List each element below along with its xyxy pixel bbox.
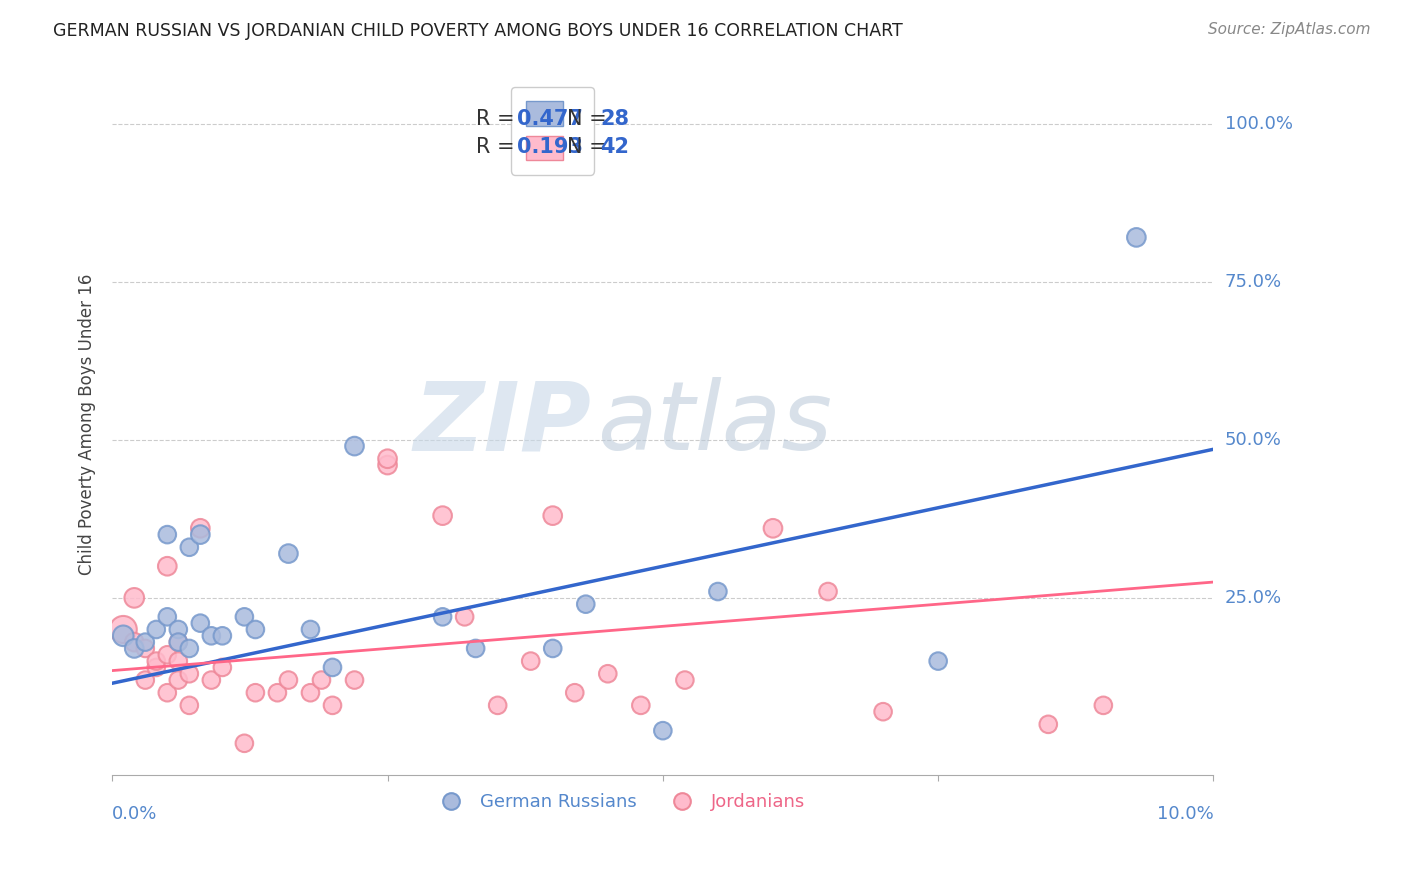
Point: [134, 635, 156, 649]
Point: [156, 559, 179, 574]
Point: [486, 698, 509, 713]
Point: [817, 584, 839, 599]
Point: [188, 616, 211, 631]
Point: [1092, 698, 1115, 713]
Point: [343, 673, 366, 687]
Point: [311, 673, 333, 687]
Text: 100.0%: 100.0%: [1225, 114, 1292, 133]
Point: [377, 458, 399, 472]
Text: ZIP: ZIP: [413, 377, 592, 470]
Point: [112, 629, 135, 643]
Point: [541, 641, 564, 656]
Point: [321, 698, 343, 713]
Point: [432, 610, 454, 624]
Point: [630, 698, 652, 713]
Point: [673, 673, 696, 687]
Point: [277, 547, 299, 561]
Point: [188, 527, 211, 541]
Point: [575, 597, 598, 611]
Point: [179, 698, 201, 713]
Text: R =: R =: [475, 109, 520, 128]
Point: [145, 660, 167, 674]
Point: [564, 686, 586, 700]
Point: [179, 641, 201, 656]
Legend: German Russians, Jordanians: German Russians, Jordanians: [426, 786, 813, 819]
Y-axis label: Child Poverty Among Boys Under 16: Child Poverty Among Boys Under 16: [79, 273, 96, 574]
Point: [145, 654, 167, 668]
Point: [343, 439, 366, 453]
Text: 10.0%: 10.0%: [1157, 805, 1213, 823]
Point: [122, 641, 145, 656]
Point: [519, 654, 541, 668]
Point: [167, 635, 190, 649]
Text: 0.193: 0.193: [517, 136, 583, 157]
Point: [266, 686, 288, 700]
Point: [464, 641, 486, 656]
Text: 75.0%: 75.0%: [1225, 273, 1282, 291]
Point: [156, 610, 179, 624]
Point: [1125, 230, 1147, 244]
Point: [762, 521, 785, 535]
Point: [156, 527, 179, 541]
Point: [596, 666, 619, 681]
Text: 28: 28: [600, 109, 628, 128]
Text: Source: ZipAtlas.com: Source: ZipAtlas.com: [1208, 22, 1371, 37]
Point: [211, 660, 233, 674]
Point: [179, 541, 201, 555]
Point: [134, 641, 156, 656]
Point: [188, 521, 211, 535]
Point: [145, 623, 167, 637]
Text: atlas: atlas: [596, 377, 832, 470]
Point: [156, 648, 179, 662]
Text: N =: N =: [567, 109, 613, 128]
Point: [112, 623, 135, 637]
Point: [299, 623, 322, 637]
Point: [321, 660, 343, 674]
Point: [432, 508, 454, 523]
Point: [377, 451, 399, 466]
Point: [200, 673, 222, 687]
Text: N =: N =: [567, 136, 613, 157]
Text: 50.0%: 50.0%: [1225, 431, 1281, 449]
Point: [277, 673, 299, 687]
Point: [167, 673, 190, 687]
Point: [245, 686, 267, 700]
Text: 25.0%: 25.0%: [1225, 589, 1282, 607]
Text: 0.477: 0.477: [517, 109, 583, 128]
Point: [122, 591, 145, 605]
Point: [453, 610, 475, 624]
Point: [299, 686, 322, 700]
Point: [233, 736, 256, 750]
Point: [1038, 717, 1060, 731]
Point: [651, 723, 673, 738]
Text: GERMAN RUSSIAN VS JORDANIAN CHILD POVERTY AMONG BOYS UNDER 16 CORRELATION CHART: GERMAN RUSSIAN VS JORDANIAN CHILD POVERT…: [53, 22, 903, 40]
Point: [927, 654, 949, 668]
Point: [211, 629, 233, 643]
Point: [200, 629, 222, 643]
Point: [156, 686, 179, 700]
Point: [122, 635, 145, 649]
Text: R =: R =: [475, 136, 527, 157]
Point: [167, 623, 190, 637]
Point: [872, 705, 894, 719]
Point: [167, 635, 190, 649]
Point: [541, 508, 564, 523]
Point: [134, 673, 156, 687]
Point: [245, 623, 267, 637]
Text: 0.0%: 0.0%: [112, 805, 157, 823]
Text: 42: 42: [600, 136, 628, 157]
Point: [167, 654, 190, 668]
Point: [179, 666, 201, 681]
Point: [233, 610, 256, 624]
Point: [707, 584, 730, 599]
